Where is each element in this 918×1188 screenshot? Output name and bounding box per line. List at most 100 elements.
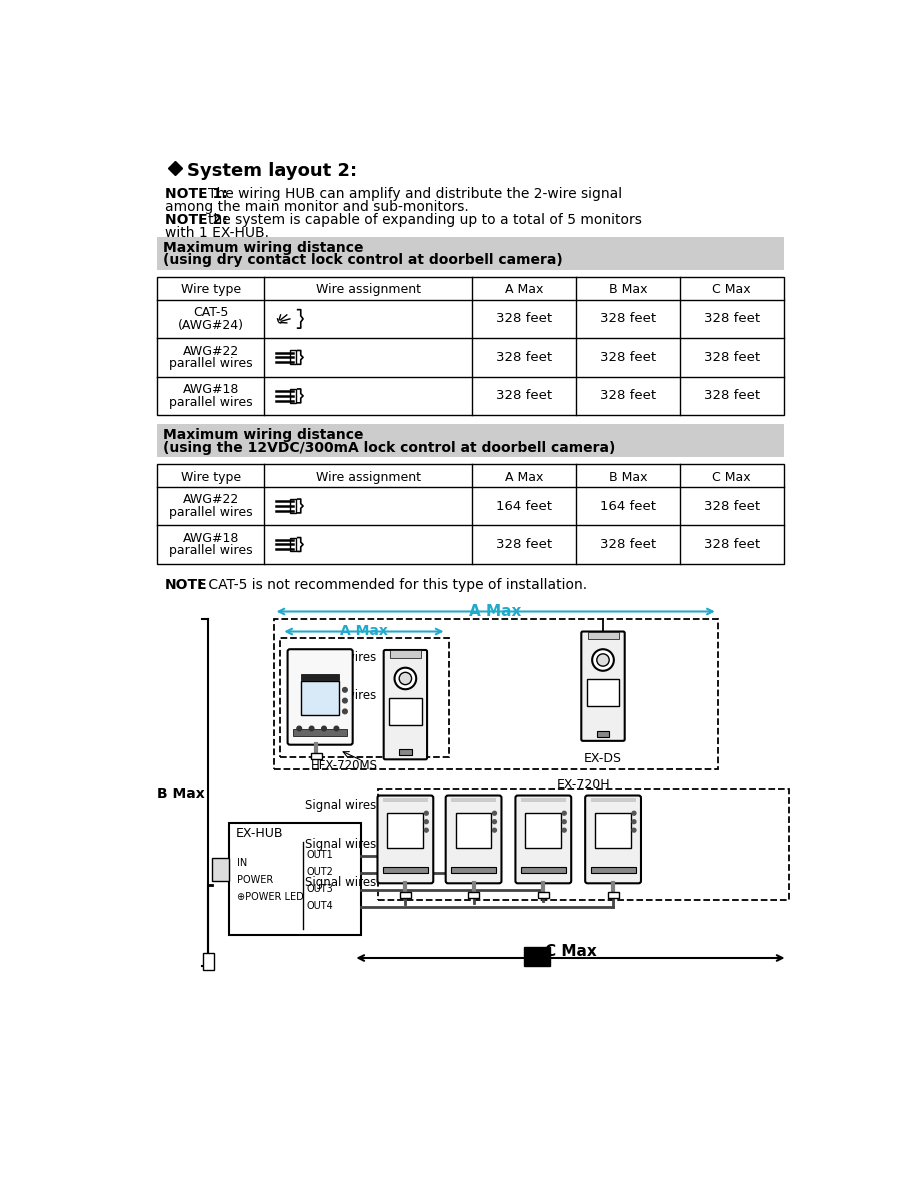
Bar — [274, 619, 718, 770]
Text: Signal wires: Signal wires — [305, 838, 375, 851]
Text: Wire assignment: Wire assignment — [316, 470, 420, 484]
Text: C Max: C Max — [712, 470, 751, 484]
Bar — [455, 814, 491, 848]
Bar — [389, 697, 421, 725]
Bar — [378, 789, 789, 901]
Circle shape — [563, 820, 566, 823]
Circle shape — [633, 820, 636, 823]
Bar — [590, 798, 635, 802]
Text: (using the 12VDC/300mA lock control at doorbell camera): (using the 12VDC/300mA lock control at d… — [162, 441, 615, 455]
Text: A Max: A Max — [340, 624, 387, 638]
Circle shape — [342, 699, 347, 703]
Bar — [451, 798, 496, 802]
Bar — [399, 750, 411, 756]
FancyBboxPatch shape — [384, 650, 427, 759]
Bar — [293, 728, 347, 737]
FancyBboxPatch shape — [377, 796, 433, 884]
Text: 328 feet: 328 feet — [496, 390, 552, 403]
Circle shape — [321, 726, 326, 731]
Text: System layout 2:: System layout 2: — [187, 162, 357, 179]
Text: CAT-5: CAT-5 — [193, 307, 229, 320]
Circle shape — [424, 811, 428, 815]
Text: (using dry contact lock control at doorbell camera): (using dry contact lock control at doorb… — [162, 253, 563, 267]
Text: AWG#18: AWG#18 — [183, 384, 239, 397]
Circle shape — [493, 811, 497, 815]
Circle shape — [334, 726, 339, 731]
Bar — [588, 632, 619, 639]
Text: ⊕POWER LED: ⊕POWER LED — [237, 892, 304, 902]
Circle shape — [342, 709, 347, 714]
Circle shape — [633, 828, 636, 832]
Text: OUT1: OUT1 — [307, 851, 334, 860]
Text: IN: IN — [237, 858, 248, 868]
Text: parallel wires: parallel wires — [169, 544, 252, 557]
Text: Wire type: Wire type — [181, 284, 241, 297]
Text: 328 feet: 328 feet — [599, 390, 655, 403]
Text: 164 feet: 164 feet — [496, 499, 552, 512]
Text: NOTE: NOTE — [165, 577, 207, 592]
FancyBboxPatch shape — [287, 649, 353, 745]
Text: 328 feet: 328 feet — [703, 390, 760, 403]
Bar — [301, 675, 339, 680]
Bar — [590, 867, 635, 873]
Bar — [290, 499, 297, 513]
Text: NOTE 1:: NOTE 1: — [165, 188, 228, 201]
Text: parallel wires: parallel wires — [169, 396, 252, 409]
Bar — [387, 814, 423, 848]
Text: POWER: POWER — [237, 874, 274, 885]
Circle shape — [563, 811, 566, 815]
Text: C Max: C Max — [544, 944, 597, 959]
Circle shape — [563, 828, 566, 832]
Text: parallel wires: parallel wires — [169, 358, 252, 369]
Bar — [525, 814, 561, 848]
Text: 328 feet: 328 feet — [599, 350, 655, 364]
Bar — [157, 463, 784, 564]
Text: 328 feet: 328 feet — [703, 538, 760, 551]
FancyBboxPatch shape — [515, 796, 571, 884]
Text: EX-720H: EX-720H — [557, 778, 610, 791]
Text: AWG#22: AWG#22 — [183, 345, 239, 358]
Circle shape — [309, 726, 314, 731]
Bar — [290, 350, 297, 365]
Bar — [280, 638, 449, 757]
Text: : CAT-5 is not recommended for this type of installation.: : CAT-5 is not recommended for this type… — [195, 577, 587, 592]
Circle shape — [399, 672, 411, 684]
Text: NOTE 2:: NOTE 2: — [165, 214, 228, 227]
Text: Signal wires: Signal wires — [305, 877, 375, 890]
Text: with 1 EX-HUB.: with 1 EX-HUB. — [165, 227, 269, 240]
Circle shape — [424, 828, 428, 832]
Text: Signal wires: Signal wires — [305, 689, 375, 702]
Circle shape — [493, 820, 497, 823]
Text: Signal wires: Signal wires — [305, 800, 375, 813]
Text: B Max: B Max — [609, 470, 647, 484]
Text: 328 feet: 328 feet — [496, 350, 552, 364]
Text: 164 feet: 164 feet — [599, 499, 655, 512]
Circle shape — [493, 828, 497, 832]
Text: OUT2: OUT2 — [307, 867, 334, 877]
Bar — [157, 277, 784, 415]
Circle shape — [592, 649, 614, 671]
Bar — [521, 867, 565, 873]
Bar — [290, 537, 297, 551]
FancyBboxPatch shape — [445, 796, 501, 884]
Text: AWG#22: AWG#22 — [183, 493, 239, 506]
Text: 328 feet: 328 feet — [599, 312, 655, 326]
Text: OUT3: OUT3 — [307, 884, 334, 895]
Bar — [311, 753, 321, 759]
Text: the system is capable of expanding up to a total of 5 monitors: the system is capable of expanding up to… — [207, 214, 642, 227]
Text: EX-DS: EX-DS — [584, 752, 622, 765]
Bar — [608, 892, 619, 898]
Text: A Max: A Max — [505, 284, 543, 297]
Text: parallel wires: parallel wires — [169, 506, 252, 519]
Bar — [230, 823, 361, 935]
Circle shape — [342, 688, 347, 693]
Bar — [595, 814, 631, 848]
Text: B Max: B Max — [609, 284, 647, 297]
Circle shape — [424, 820, 428, 823]
Text: Wire type: Wire type — [181, 470, 241, 484]
Text: 10: 10 — [528, 944, 547, 959]
Bar — [538, 892, 549, 898]
Circle shape — [395, 668, 416, 689]
Text: among the main monitor and sub-monitors.: among the main monitor and sub-monitors. — [165, 201, 469, 214]
Text: Maximum wiring distance: Maximum wiring distance — [162, 241, 364, 255]
